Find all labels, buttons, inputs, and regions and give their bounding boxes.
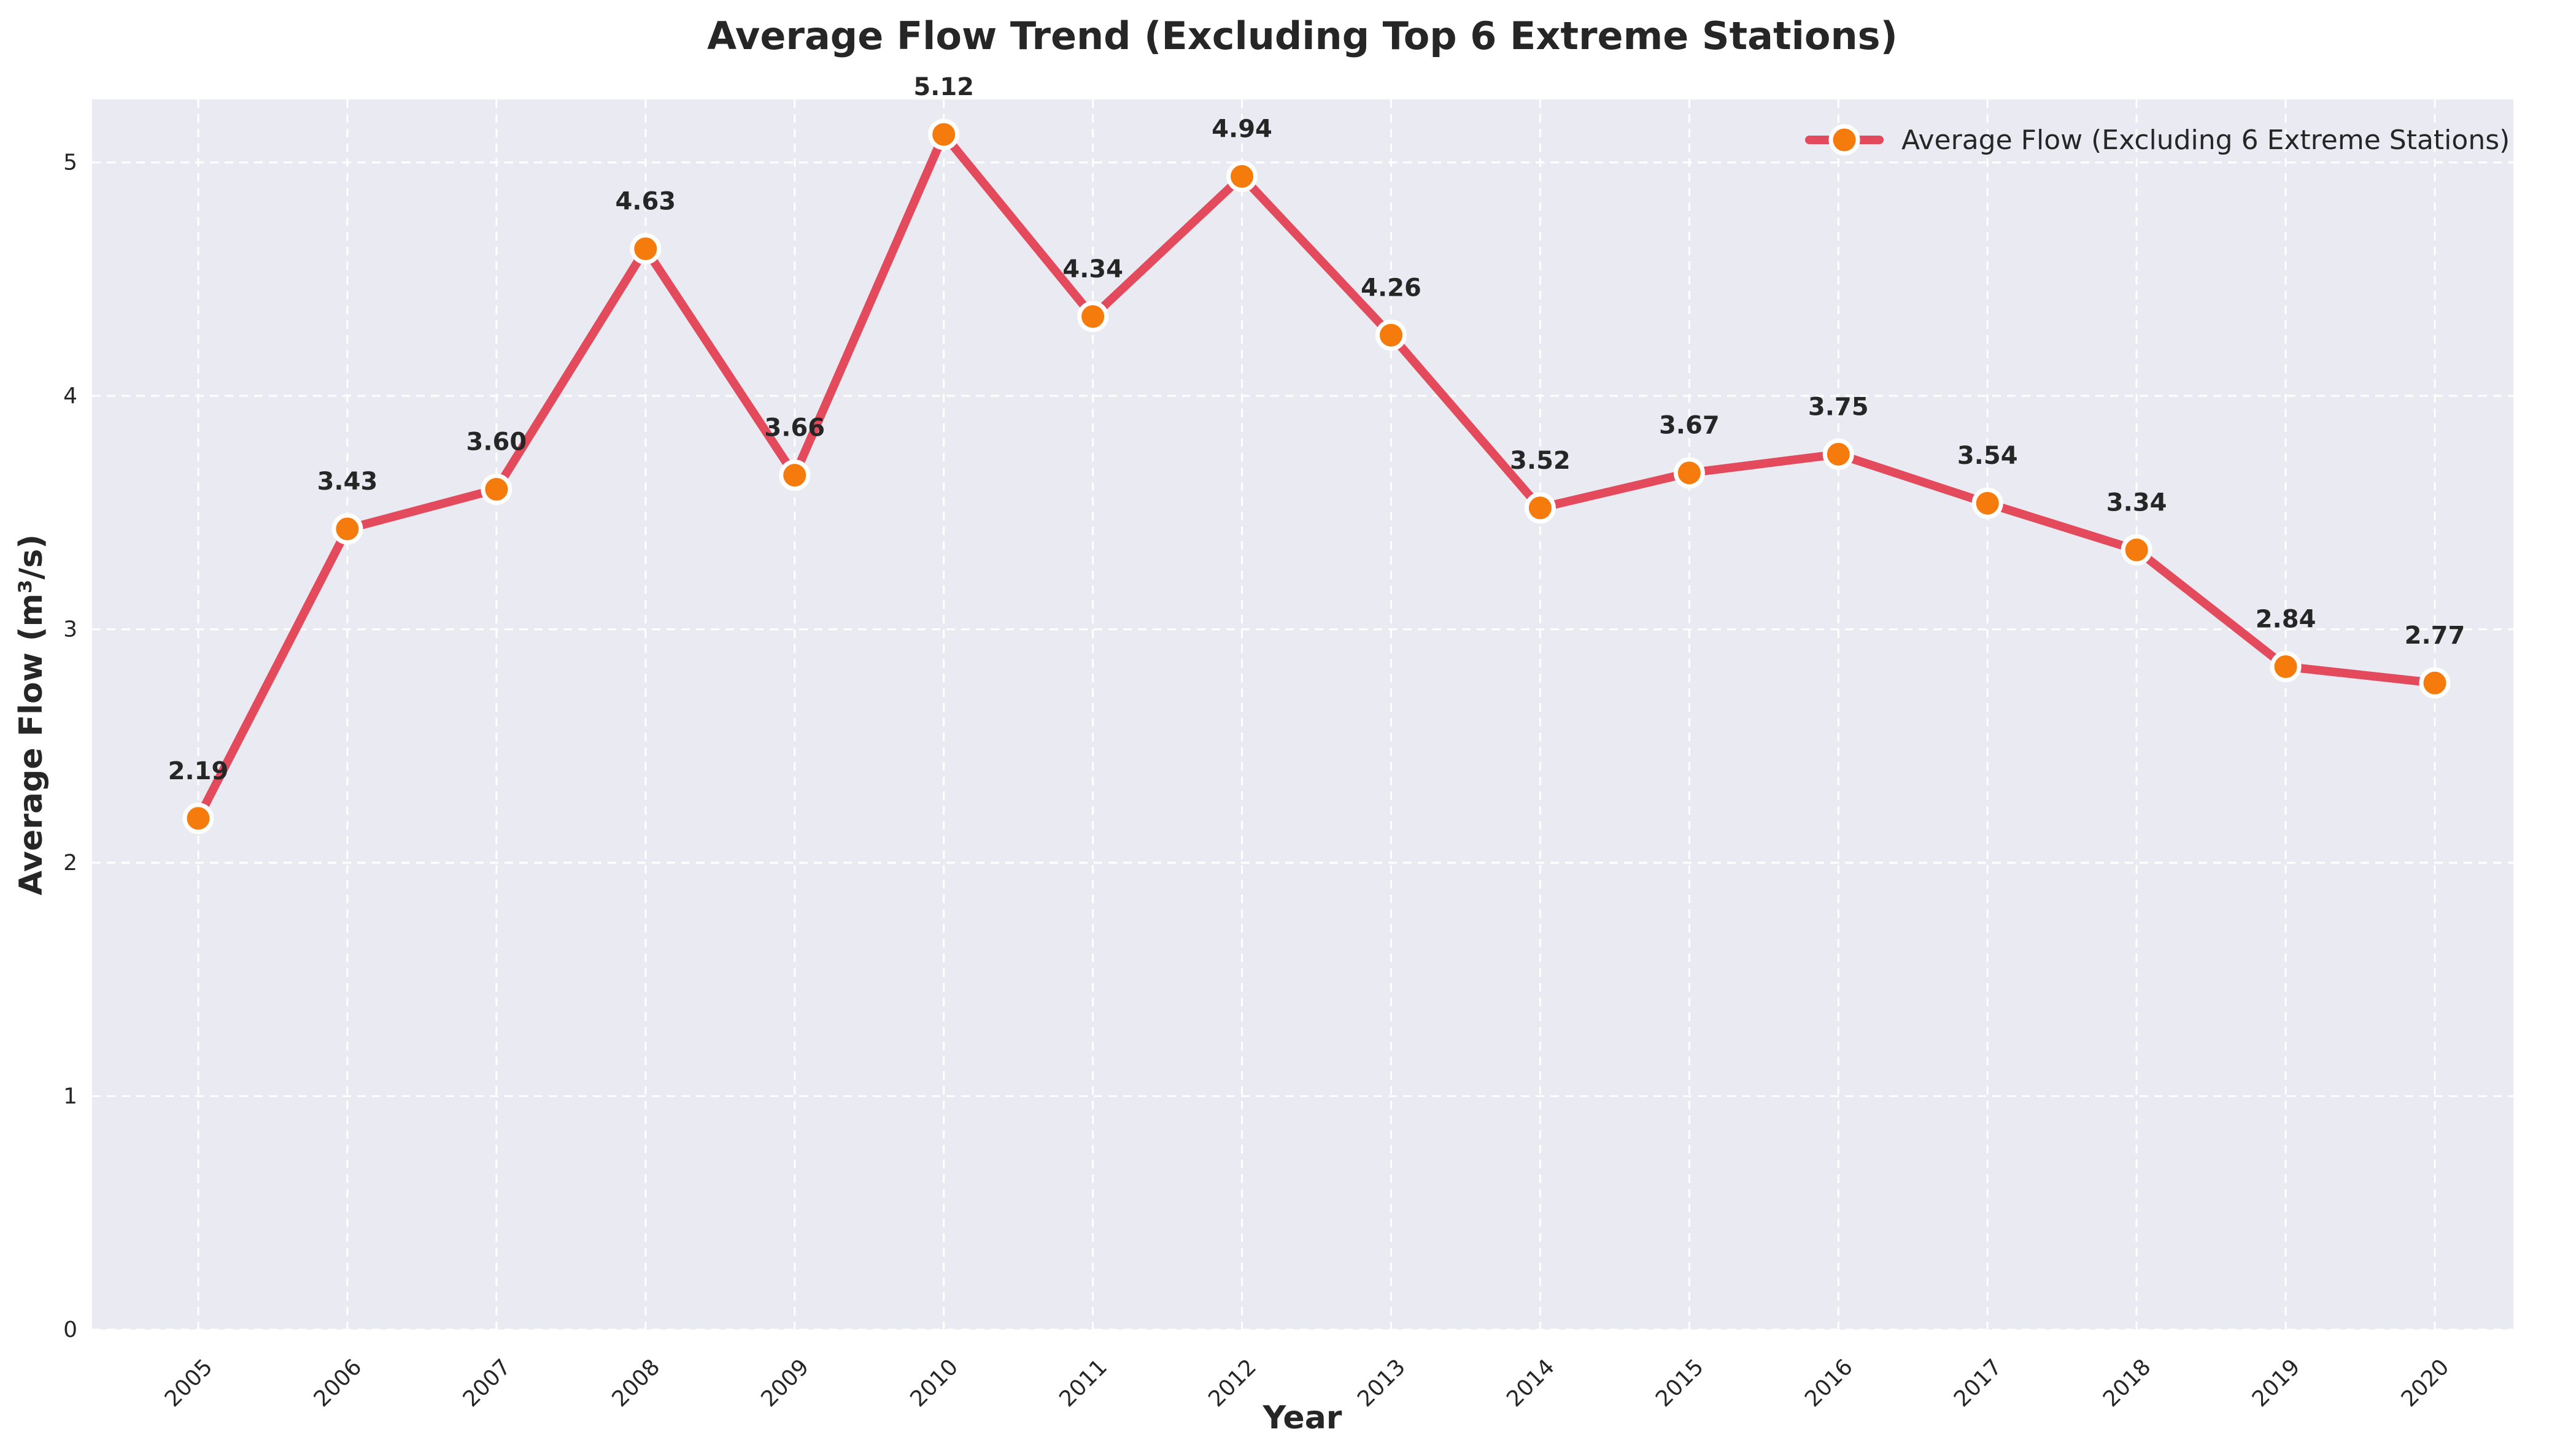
data-label: 3.75: [1808, 393, 1869, 421]
data-point: [182, 803, 214, 834]
chart-title: Average Flow Trend (Excluding Top 6 Extr…: [707, 13, 1898, 58]
x-tick-label: 2017: [1949, 1354, 2007, 1412]
data-label: 3.66: [764, 414, 825, 442]
data-point: [1822, 438, 1854, 470]
data-point: [1524, 492, 1556, 524]
data-label: 2.84: [2256, 606, 2316, 634]
series-layer: 2.19 3.43 3.60 4.63 3.66 5.12 4.34 4.94 4.26 3.52…: [168, 73, 2465, 834]
data-label: 4.63: [615, 187, 676, 215]
y-tick-label: 1: [63, 1084, 77, 1109]
data-label: 4.34: [1062, 255, 1123, 283]
y-tick-label: 4: [63, 383, 77, 409]
x-tick-label: 2020: [2397, 1354, 2454, 1412]
x-tick-label: 2012: [1204, 1354, 1261, 1412]
series-line: [194, 130, 2439, 823]
data-label: 3.52: [1510, 447, 1571, 475]
data-point: [2270, 651, 2302, 683]
data-label: 5.12: [913, 73, 974, 101]
x-tick-label: 2009: [756, 1354, 814, 1412]
data-point: [331, 513, 363, 545]
data-point: [2419, 667, 2451, 699]
data-label: 4.26: [1361, 274, 1421, 302]
x-tick-label: 2011: [1054, 1354, 1112, 1412]
x-tick-label: 2013: [1353, 1354, 1410, 1412]
data-point: [928, 118, 960, 150]
data-point: [1673, 457, 1705, 489]
x-tick-label: 2014: [1502, 1354, 1560, 1412]
data-point: [1077, 301, 1109, 333]
data-point: [2121, 534, 2152, 566]
data-point: [779, 460, 811, 491]
y-tick-label: 0: [63, 1317, 77, 1342]
x-tick-label: 2019: [2248, 1354, 2305, 1412]
x-tick-label: 2010: [905, 1354, 963, 1412]
data-point: [1375, 319, 1407, 351]
y-tick-label: 3: [63, 617, 77, 642]
grid-lines: [92, 99, 2513, 1331]
y-tick-labels: 0 1 2 3 4 5: [63, 150, 77, 1342]
data-label: 2.77: [2405, 622, 2465, 650]
x-tick-label: 2018: [2098, 1354, 2156, 1412]
data-point: [1226, 161, 1258, 193]
data-label: 3.43: [317, 468, 378, 496]
x-tick-label: 2008: [608, 1354, 665, 1412]
legend-marker-swatch: [1828, 124, 1860, 156]
legend: Average Flow (Excluding 6 Extreme Statio…: [1805, 124, 2510, 156]
data-label: 3.54: [1957, 442, 2018, 470]
x-tick-label: 2005: [160, 1354, 218, 1412]
x-axis-label: Year: [1263, 1400, 1342, 1436]
plot-area: [92, 99, 2513, 1330]
data-label: 3.60: [466, 428, 527, 456]
x-tick-label: 2015: [1651, 1354, 1709, 1412]
y-tick-label: 2: [63, 850, 77, 876]
y-tick-label: 5: [63, 150, 77, 175]
y-axis-label: Average Flow (m³/s): [13, 534, 50, 896]
x-tick-label: 2007: [458, 1354, 516, 1412]
data-label: 2.19: [168, 757, 229, 785]
data-label: 3.34: [2106, 488, 2167, 517]
data-point: [1971, 487, 2003, 519]
data-label: 4.94: [1212, 115, 1272, 144]
x-tick-label: 2006: [309, 1354, 367, 1412]
legend-label: Average Flow (Excluding 6 Extreme Statio…: [1901, 125, 2510, 156]
data-point: [630, 233, 662, 264]
x-tick-label: 2016: [1800, 1354, 1858, 1412]
data-point: [481, 473, 512, 505]
data-label: 3.67: [1659, 412, 1720, 440]
